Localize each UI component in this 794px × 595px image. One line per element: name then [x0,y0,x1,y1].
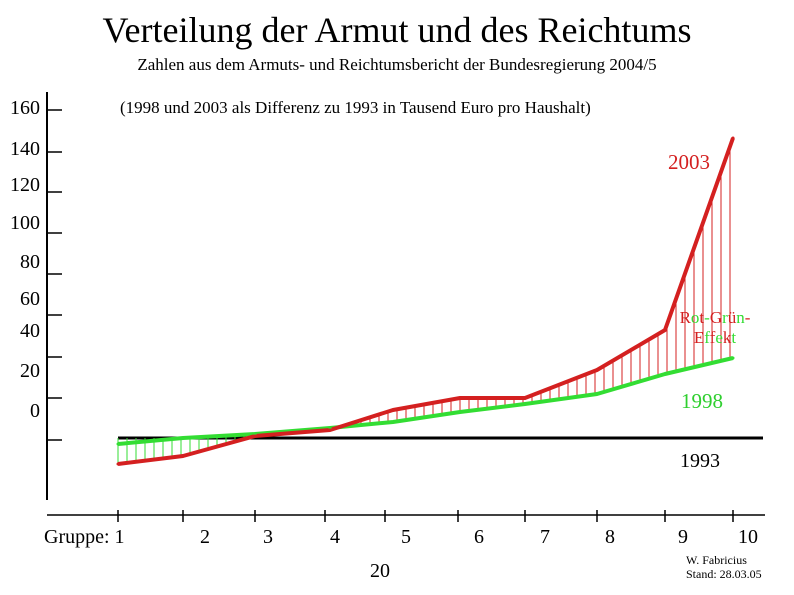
data-point-1998 [731,356,735,360]
x-tick-label: 1 [114,526,125,548]
effect-annotation-line2: Effekt [693,328,737,347]
data-point-1998 [595,392,599,396]
x-tick-label: 10 [738,526,758,548]
x-extra-label: 20 [370,560,390,582]
effect-annotation: Rot-Grün- Effekt [672,308,758,348]
data-point-1998 [181,436,185,440]
x-tick-label: 8 [605,526,615,548]
credit-date: Stand: 28.03.05 [686,567,762,581]
chart-note: (1998 und 2003 als Differenz zu 1993 in … [120,98,591,117]
y-tick-label: 20 [20,360,40,382]
data-point-1998 [523,402,527,406]
credit: W. Fabricius Stand: 28.03.05 [686,553,762,581]
x-tick-label: 4 [330,526,340,548]
data-point-2003 [391,408,395,412]
series-label-2003: 2003 [668,150,710,174]
y-tick-label: 100 [10,212,40,234]
credit-author: W. Fabricius [686,553,747,567]
y-tick-label: 120 [10,174,40,196]
y-tick-label: 60 [20,288,40,310]
chart-title: Verteilung der Armut und des Reichtums [102,10,692,50]
data-point-2003 [663,328,667,332]
effect-annotation-line1: Rot-Grün- [679,308,751,327]
x-tick-label: 5 [401,526,411,548]
x-tick-label: 9 [678,526,688,548]
chart-subtitle: Zahlen aus dem Armuts- und Reichtumsberi… [137,55,657,74]
data-point-2003 [731,136,735,140]
data-point-2003 [595,368,599,372]
y-tick-label: 0 [30,400,40,422]
data-point-2003 [181,454,185,458]
y-tick-label: 80 [20,251,40,273]
data-point-2003 [523,396,527,400]
series-line-2003 [117,137,735,466]
x-tick-label: 2 [200,526,210,548]
data-point-1998 [663,372,667,376]
data-point-2003 [116,462,120,466]
x-tick-label: 6 [474,526,484,548]
series-label-1998: 1998 [681,389,723,413]
y-tick-label: 140 [10,138,40,160]
x-axis-prefix-label: Gruppe: 1 [44,526,125,549]
series-label-1993: 1993 [680,450,720,472]
series-line-1998 [117,356,734,446]
x-axis-prefix: Gruppe: [44,526,115,548]
x-tick-label: 3 [263,526,273,548]
data-point-2003 [458,396,462,400]
data-point-1998 [391,420,395,424]
data-point-2003 [253,434,257,438]
data-point-1998 [458,410,462,414]
y-tick-label: 160 [10,97,40,119]
data-point-2003 [328,428,332,432]
x-tick-label: 7 [540,526,550,548]
data-point-1998 [116,442,120,446]
y-tick-label: 40 [20,320,40,342]
